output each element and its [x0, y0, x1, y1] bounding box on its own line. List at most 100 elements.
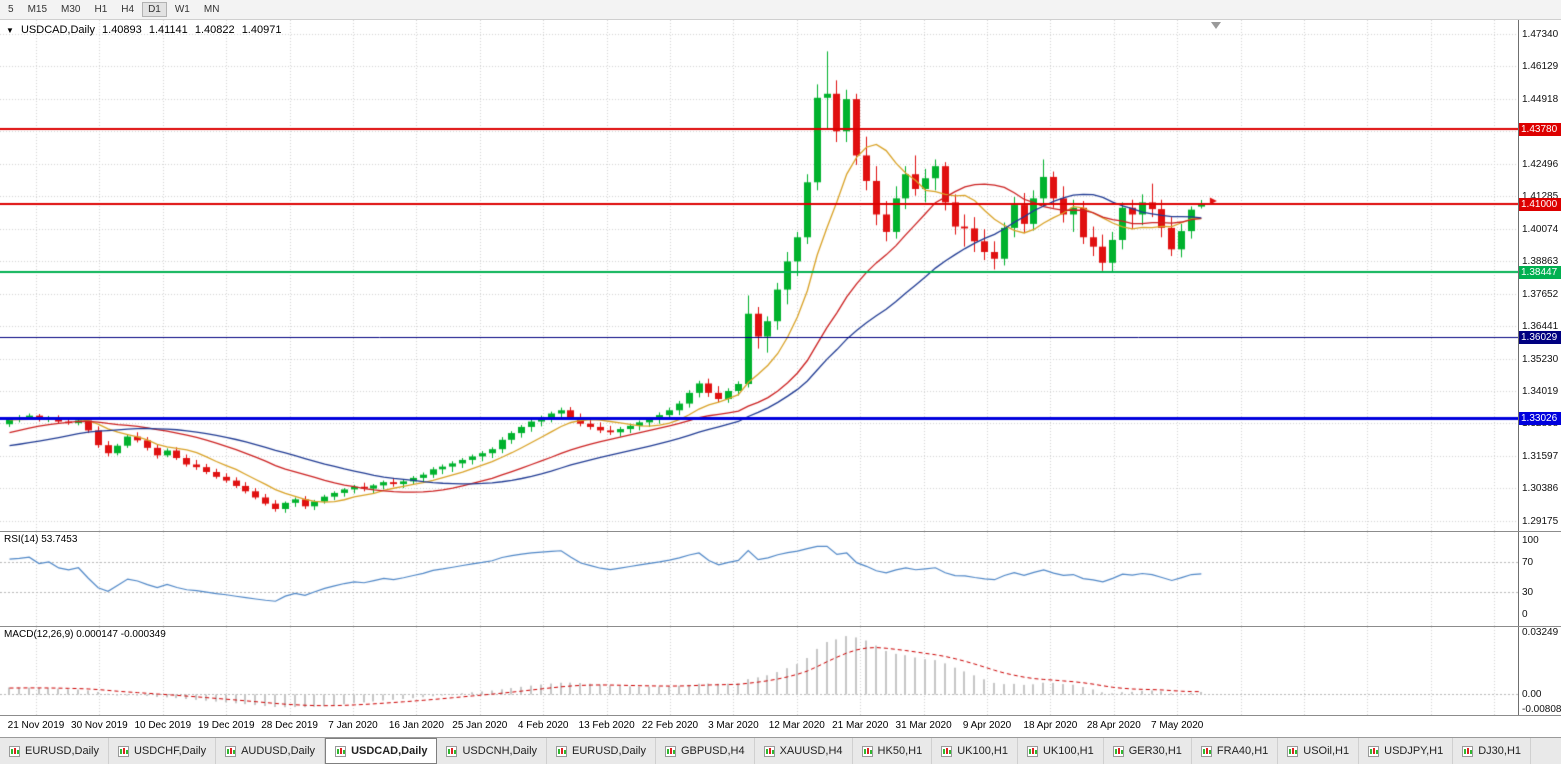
tab-label: USDCAD,Daily: [351, 745, 428, 757]
tab-label: UK100,H1: [957, 745, 1008, 757]
tab-usdchf-daily[interactable]: USDCHF,Daily: [109, 738, 217, 764]
date-axis-label: 21 Nov 2019: [7, 720, 65, 731]
price-axis-label: 1.30386: [1522, 483, 1559, 495]
rsi-axis-label: 100: [1522, 535, 1539, 546]
tab-gbpusd-h4[interactable]: GBPUSD,H4: [656, 738, 755, 764]
tab-usdjpy-h1[interactable]: USDJPY,H1: [1359, 738, 1454, 764]
tab-audusd-daily[interactable]: AUDUSD,Daily: [216, 738, 326, 764]
price-axis-label: 1.35230: [1522, 353, 1559, 365]
price-line-badge: 1.41000: [1519, 197, 1561, 211]
tab-usoil-h1[interactable]: USOil,H1: [1278, 738, 1360, 764]
chart-symbol-label: USDCAD,Daily: [20, 24, 95, 36]
timeframe-button-w1[interactable]: W1: [174, 4, 190, 15]
macd-axis: 0.03249 0.00 -0.00808: [1518, 627, 1561, 715]
price-axis-label: 1.31597: [1522, 450, 1559, 462]
main-chart-canvas[interactable]: [0, 20, 1518, 531]
tab-label: USDJPY,H1: [1384, 745, 1444, 757]
tab-uk100-h1[interactable]: UK100,H1: [1018, 738, 1104, 764]
ohlc-low: 1.40822: [194, 24, 235, 36]
tab-ger30-h1[interactable]: GER30,H1: [1104, 738, 1192, 764]
date-axis-label: 10 Dec 2019: [134, 720, 192, 731]
rsi-axis-label: 0: [1522, 609, 1528, 620]
tab-eurusd-daily[interactable]: EURUSD,Daily: [547, 738, 656, 764]
tab-uk100-h1[interactable]: UK100,H1: [932, 738, 1018, 764]
tab-chart-icon: [446, 745, 458, 757]
timeframe-button-d1[interactable]: D1: [142, 2, 167, 17]
macd-axis-label: -0.00808: [1522, 704, 1561, 715]
macd-axis-label: 0.03249: [1522, 627, 1559, 638]
tab-chart-icon: [861, 745, 873, 757]
rsi-canvas[interactable]: [0, 532, 1518, 626]
tab-chart-icon: [1026, 745, 1038, 757]
date-axis-label: 3 Mar 2020: [708, 720, 759, 731]
tab-label: HK50,H1: [877, 745, 923, 757]
price-axis-label: 1.40074: [1522, 223, 1559, 235]
price-axis-label: 1.44918: [1522, 93, 1559, 105]
timeframe-toolbar: 5 M15 M30 H1 H4 D1 W1 MN: [0, 0, 1561, 20]
tab-usdcnh-daily[interactable]: USDCNH,Daily: [437, 738, 548, 764]
price-line-badge: 1.43780: [1519, 123, 1561, 137]
date-axis-label: 22 Feb 2020: [641, 720, 699, 731]
rsi-axis: 100 70 30 0: [1518, 532, 1561, 626]
chart-shift-marker-icon[interactable]: [1211, 22, 1221, 29]
date-axis-label: 12 Mar 2020: [768, 720, 825, 731]
date-axis-label: 18 Apr 2020: [1023, 720, 1078, 731]
timeframe-button-mn[interactable]: MN: [203, 4, 220, 15]
timeframe-button-m15[interactable]: M15: [27, 4, 48, 15]
date-axis-label: 13 Feb 2020: [578, 720, 635, 731]
ohlc-close: 1.40971: [241, 24, 282, 36]
date-axis: 21 Nov 2019 30 Nov 2019 10 Dec 2019 19 Dec …: [0, 716, 1561, 738]
date-axis-label: 25 Jan 2020: [452, 720, 508, 731]
tab-chart-icon: [941, 745, 953, 757]
price-axis: 1.473401.461291.449181.437071.424961.412…: [1518, 20, 1561, 531]
tab-dj30-h1[interactable]: DJ30,H1: [1453, 738, 1532, 764]
rsi-label: RSI(14) 53.7453: [4, 534, 78, 545]
price-axis-label: 1.29175: [1522, 515, 1559, 527]
tab-chart-icon: [9, 745, 20, 757]
macd-canvas[interactable]: [0, 627, 1518, 715]
tab-label: UK100,H1: [1042, 745, 1094, 757]
price-line-badge: 1.36029: [1519, 331, 1561, 345]
tab-chart-icon: [1112, 745, 1124, 757]
rsi-axis-label: 70: [1522, 557, 1534, 569]
main-chart-panel: ▼ USDCAD,Daily 1.40893 1.41141 1.40822 1…: [0, 20, 1561, 532]
price-line-badge: 1.33026: [1519, 411, 1561, 425]
timeframe-button-h4[interactable]: H4: [121, 4, 135, 15]
timeframe-button-m30[interactable]: M30: [61, 4, 81, 15]
tab-label: EURUSD,Daily: [572, 745, 646, 757]
tab-chart-icon: [225, 745, 237, 757]
price-axis-label: 1.46129: [1522, 61, 1559, 73]
tab-label: EURUSD,Daily: [25, 745, 99, 757]
tab-chart-icon: [117, 745, 129, 757]
tab-chart-icon: [665, 745, 676, 757]
macd-axis-label: 0.00: [1522, 689, 1542, 701]
tab-eurusd-daily[interactable]: EURUSD,Daily: [0, 738, 109, 764]
ohlc-high: 1.41141: [148, 24, 188, 36]
date-axis-label: 4 Feb 2020: [517, 720, 569, 731]
tab-chart-icon: [763, 745, 775, 757]
date-axis-label: 28 Dec 2019: [261, 720, 318, 731]
tab-chart-icon: [1462, 745, 1474, 757]
timeframe-button-h1[interactable]: H1: [94, 4, 108, 15]
tab-xauusd-h4[interactable]: XAUUSD,H4: [755, 738, 853, 764]
tab-chart-icon: [1287, 745, 1299, 757]
collapse-triangle-icon[interactable]: ▼: [6, 26, 14, 35]
tab-usdcad-daily[interactable]: USDCAD,Daily: [325, 738, 438, 764]
price-axis-label: 1.37652: [1522, 288, 1559, 300]
date-axis-label: 9 Apr 2020: [962, 720, 1012, 731]
tab-hk50-h1[interactable]: HK50,H1: [853, 738, 933, 764]
tab-label: USOil,H1: [1303, 745, 1350, 757]
date-axis-label: 21 Mar 2020: [832, 720, 889, 731]
price-axis-label: 1.34019: [1522, 386, 1559, 397]
timeframe-button-5[interactable]: 5: [8, 4, 14, 15]
chart-ohlc-readout: ▼ USDCAD,Daily 1.40893 1.41141 1.40822 1…: [6, 24, 285, 36]
tab-label: USDCNH,Daily: [462, 745, 538, 757]
date-axis-label: 31 Mar 2020: [895, 720, 952, 731]
tab-chart-icon: [1368, 745, 1380, 757]
tab-chart-icon: [335, 745, 347, 757]
tab-label: XAUUSD,H4: [779, 745, 843, 757]
macd-indicator-panel: MACD(12,26,9) 0.000147 -0.000349 0.03249…: [0, 627, 1561, 716]
price-axis-label: 1.47340: [1522, 28, 1559, 40]
tab-fra40-h1[interactable]: FRA40,H1: [1192, 738, 1279, 764]
rsi-indicator-panel: RSI(14) 53.7453 100 70 30 0: [0, 532, 1561, 627]
